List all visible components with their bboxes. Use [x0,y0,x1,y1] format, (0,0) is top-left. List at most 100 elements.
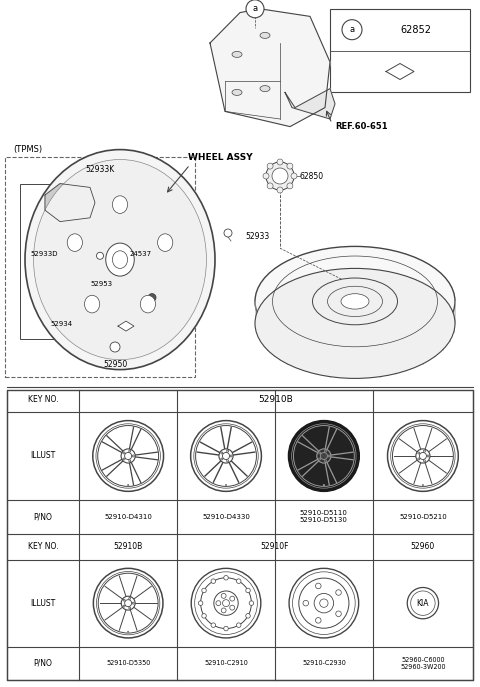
Circle shape [272,168,288,184]
Circle shape [393,425,453,486]
Text: 52960: 52960 [411,542,435,551]
Text: 52910-D4330: 52910-D4330 [202,514,250,520]
Circle shape [427,455,429,457]
Circle shape [292,424,356,488]
Ellipse shape [312,278,397,325]
Circle shape [407,587,439,619]
Text: 62850: 62850 [300,172,324,181]
Circle shape [98,425,158,486]
Circle shape [324,450,326,452]
Ellipse shape [232,89,242,95]
Circle shape [277,159,283,165]
Circle shape [292,572,355,635]
Ellipse shape [25,150,215,370]
Circle shape [319,458,321,460]
Text: 52910-C2930: 52910-C2930 [302,660,346,666]
Bar [5,157,195,377]
Circle shape [123,605,125,607]
Circle shape [314,594,334,613]
Polygon shape [45,183,95,222]
Circle shape [132,455,134,457]
Text: 52910B: 52910B [114,542,143,551]
Ellipse shape [232,52,242,58]
Text: a: a [349,25,355,34]
Circle shape [221,458,223,460]
Text: (TPMS): (TPMS) [13,145,42,154]
Ellipse shape [84,295,100,313]
Text: 52910-C2910: 52910-C2910 [204,660,248,666]
Circle shape [237,579,241,583]
Circle shape [230,596,235,601]
Text: a: a [252,4,258,13]
Circle shape [148,293,156,302]
Ellipse shape [34,159,206,360]
Circle shape [132,602,134,604]
Text: 24537: 24537 [130,251,152,257]
Text: 52934: 52934 [50,322,72,327]
Circle shape [230,605,235,610]
Ellipse shape [260,86,270,91]
Circle shape [129,450,131,452]
Text: 52933D: 52933D [30,251,58,257]
Text: KEY NO.: KEY NO. [28,395,59,404]
Circle shape [266,162,294,190]
Circle shape [96,424,160,488]
Circle shape [263,173,269,179]
Circle shape [221,608,226,613]
Polygon shape [118,321,134,331]
Circle shape [93,568,163,638]
Circle shape [202,613,206,618]
Circle shape [121,449,135,463]
Text: ILLUST: ILLUST [31,598,56,607]
Circle shape [387,420,458,491]
Circle shape [324,460,326,462]
Text: 52950: 52950 [103,359,127,369]
Circle shape [323,484,324,486]
Circle shape [191,568,261,638]
Circle shape [96,572,160,635]
Circle shape [328,455,330,457]
Circle shape [121,596,135,610]
Circle shape [320,599,328,607]
Circle shape [420,453,426,460]
Circle shape [129,607,131,609]
Circle shape [219,449,233,463]
Text: 52933: 52933 [245,232,269,241]
Text: KIA: KIA [417,598,429,607]
Circle shape [423,460,425,462]
Text: KEY NO.: KEY NO. [28,542,59,551]
Circle shape [211,579,216,583]
Circle shape [123,599,125,601]
Circle shape [237,623,241,627]
Circle shape [315,618,321,623]
Circle shape [391,424,455,488]
Circle shape [195,572,257,635]
Circle shape [289,568,359,638]
Circle shape [226,484,227,486]
Circle shape [267,183,273,189]
Circle shape [224,229,232,237]
Circle shape [411,591,435,616]
Text: 62852: 62852 [400,25,432,35]
Bar [7,390,473,680]
Circle shape [194,424,258,488]
Circle shape [96,252,104,259]
Ellipse shape [255,269,455,379]
Circle shape [416,449,430,463]
Circle shape [128,484,129,486]
Polygon shape [210,9,330,126]
Circle shape [216,600,221,605]
Circle shape [125,453,132,460]
Text: 52910-D4310: 52910-D4310 [104,514,152,520]
Polygon shape [285,89,335,119]
Circle shape [221,452,223,454]
Text: 52910-D5210: 52910-D5210 [399,514,447,520]
Ellipse shape [112,251,128,269]
Circle shape [422,484,423,486]
Text: WHEEL ASSY: WHEEL ASSY [188,153,252,161]
Circle shape [267,163,273,169]
Circle shape [315,583,321,589]
Circle shape [287,183,293,189]
Circle shape [123,458,125,460]
Circle shape [291,173,297,179]
